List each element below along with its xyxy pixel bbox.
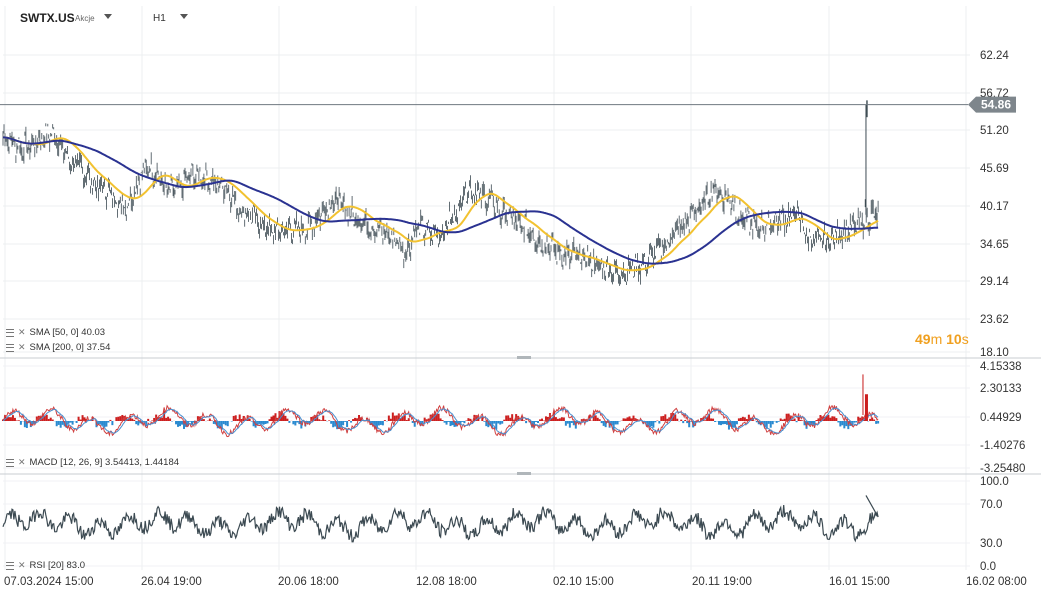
chart-header: SWTX.US Akcje H1 (0, 0, 1041, 36)
macd-tick-label: -3.25480 (980, 463, 1025, 475)
macd-histogram-bar (864, 394, 868, 421)
time-axis-label: 07.03.2024 15:00 (4, 576, 94, 588)
close-icon[interactable]: ✕ (18, 457, 26, 467)
close-icon[interactable]: ✕ (18, 342, 26, 352)
time-axis-label: 02.10 15:00 (553, 576, 614, 588)
legend-rsi: ✕ RSI [20] 83.0 (6, 560, 85, 571)
candle-countdown: 49m 10s (915, 331, 969, 347)
settings-icon[interactable] (6, 561, 14, 570)
time-axis-label: 26.04 19:00 (141, 576, 202, 588)
price-tick-label: 51.20 (980, 125, 1009, 137)
legend-sma50: ✕ SMA [50, 0] 40.03 (6, 327, 105, 338)
price-tick-label: 62.24 (980, 50, 1009, 62)
timeframe-selector[interactable]: H1 (153, 13, 166, 24)
symbol-type: Akcje (75, 14, 95, 23)
rsi-tick-label: 70.0 (980, 499, 1002, 511)
rsi-tick-label: 100.0 (980, 476, 1009, 488)
price-tick-label: 18.10 (980, 347, 1009, 359)
time-axis-label: 20.11 19:00 (692, 576, 752, 588)
close-icon[interactable]: ✕ (18, 327, 26, 337)
countdown-seconds-unit: s (961, 331, 969, 347)
countdown-seconds: 10 (946, 331, 962, 347)
rsi-tick-label: 0.0 (980, 561, 996, 573)
time-axis-label: 12.08 18:00 (416, 576, 477, 588)
panel-resize-handle[interactable] (517, 356, 531, 359)
time-axis-label: 16.02 08:00 (966, 576, 1027, 588)
current-price-label: 54.86 (981, 98, 1011, 112)
close-icon[interactable]: ✕ (18, 560, 26, 570)
macd-line (2, 404, 879, 438)
sma50-line (3, 136, 879, 272)
time-axis-label: 16.01 15:00 (829, 576, 890, 588)
panel-resize-handle[interactable] (517, 472, 531, 475)
legend-sma200-label: SMA [200, 0] 37.54 (29, 342, 111, 353)
macd-tick-label: 2.30133 (980, 383, 1022, 395)
macd-tick-label: 0.44929 (980, 412, 1022, 424)
macd-tick-label: 4.15338 (980, 361, 1022, 373)
legend-macd: ✕ MACD [12, 26, 9] 3.54413, 1.44184 (6, 457, 179, 468)
legend-sma200: ✕ SMA [200, 0] 37.54 (6, 342, 110, 353)
price-tick-label: 40.17 (980, 201, 1009, 213)
settings-icon[interactable] (6, 458, 14, 467)
countdown-minutes-unit: m (930, 331, 943, 347)
price-tick-label: 45.69 (980, 163, 1009, 175)
macd-tick-label: -1.40276 (980, 440, 1025, 452)
price-tick-label: 23.62 (980, 314, 1009, 326)
timeframe-dropdown-icon[interactable] (180, 14, 188, 19)
countdown-minutes: 49 (915, 331, 931, 347)
legend-rsi-label: RSI [20] 83.0 (29, 560, 85, 571)
settings-icon[interactable] (6, 343, 14, 352)
sma200-line (3, 136, 879, 265)
legend-macd-label: MACD [12, 26, 9] 3.54413, 1.44184 (29, 457, 180, 468)
symbol-dropdown-icon[interactable] (104, 14, 112, 19)
signal-line (2, 407, 879, 435)
symbol-name[interactable]: SWTX.US (20, 11, 75, 25)
price-tick-label: 29.14 (980, 276, 1009, 288)
rsi-tick-label: 30.0 (980, 538, 1002, 550)
time-axis-label: 20.06 18:00 (278, 576, 339, 588)
legend-sma50-label: SMA [50, 0] 40.03 (29, 327, 106, 338)
rsi-line (2, 495, 879, 543)
price-tick-label: 34.65 (980, 239, 1009, 251)
current-price-tag (968, 96, 1016, 113)
settings-icon[interactable] (6, 328, 14, 337)
